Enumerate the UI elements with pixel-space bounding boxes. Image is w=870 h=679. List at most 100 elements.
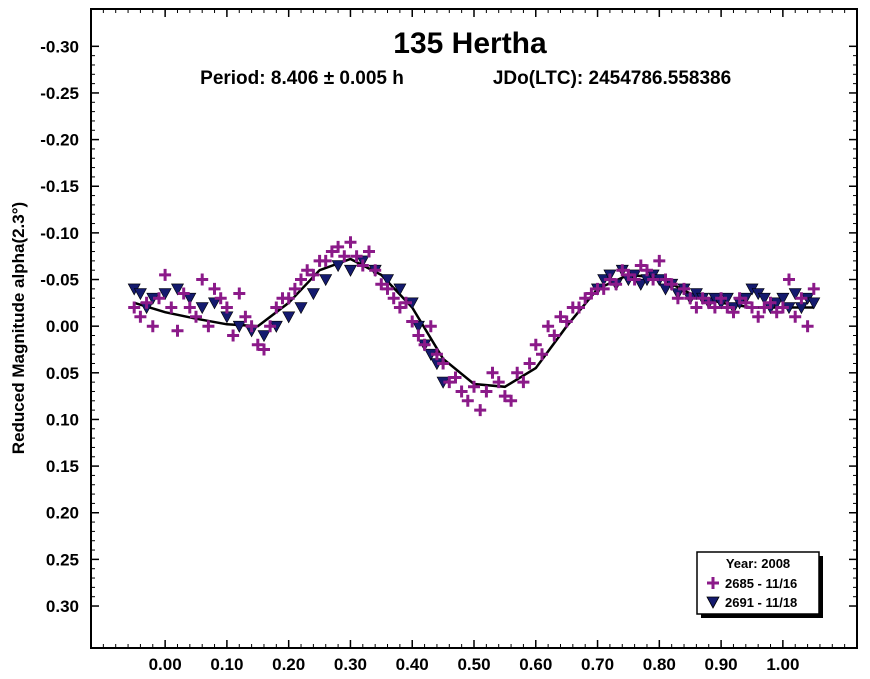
data-point-series-2 — [306, 288, 320, 301]
y-tick-label: 0.25 — [46, 550, 79, 569]
x-tick-label: 0.50 — [457, 655, 490, 674]
data-point-series-1 — [400, 296, 412, 309]
chart-title: 135 Hertha — [393, 27, 547, 60]
data-point-series-1 — [264, 320, 277, 333]
data-point-series-1 — [684, 292, 697, 305]
data-point-series-1 — [671, 292, 684, 305]
data-point-series-2 — [331, 260, 345, 273]
data-point-series-1 — [208, 282, 221, 295]
data-point-series-1 — [715, 292, 728, 305]
data-point-series-1 — [659, 273, 672, 286]
data-point-series-1 — [616, 264, 629, 277]
data-point-series-1 — [183, 301, 196, 314]
data-point-series-1 — [301, 264, 314, 277]
data-point-series-1 — [196, 273, 209, 286]
data-point-series-1 — [634, 259, 647, 272]
data-point-series-2 — [195, 302, 209, 315]
data-point-series-2 — [634, 278, 648, 291]
data-point-series-1 — [560, 315, 573, 328]
data-point-series-1 — [480, 385, 493, 398]
legend-label-series-2: 2691 - 11/18 — [725, 595, 797, 610]
data-point-series-1 — [412, 329, 425, 342]
data-point-series-1 — [338, 250, 351, 263]
data-point-series-1 — [795, 292, 808, 305]
data-point-series-1 — [406, 315, 419, 328]
x-tick-label: 0.40 — [396, 655, 429, 674]
data-point-series-1 — [770, 306, 783, 319]
data-point-series-1 — [573, 301, 585, 314]
data-point-series-1 — [128, 301, 141, 314]
data-point-series-1 — [585, 287, 598, 300]
y-tick-label: 0.20 — [46, 504, 79, 523]
y-tick-label: -0.20 — [40, 131, 79, 150]
data-point-series-1 — [727, 306, 740, 319]
data-point-series-1 — [424, 320, 437, 333]
data-point-series-1 — [387, 292, 400, 305]
data-point-series-1 — [239, 310, 252, 323]
data-point-series-1 — [733, 292, 746, 305]
data-point-series-1 — [492, 376, 505, 389]
data-point-series-1 — [430, 348, 443, 361]
data-point-series-1 — [529, 338, 542, 351]
data-point-series-1 — [739, 296, 752, 309]
data-point-series-1 — [307, 268, 320, 281]
data-point-series-1 — [511, 366, 524, 379]
data-point-series-1 — [344, 236, 357, 249]
data-point-series-2 — [294, 302, 308, 315]
data-point-series-1 — [548, 329, 561, 342]
data-point-series-1 — [486, 366, 499, 379]
y-tick-label: 0.05 — [46, 364, 79, 383]
data-point-series-1 — [356, 259, 369, 272]
data-point-series-1 — [220, 301, 233, 314]
data-point-series-1 — [789, 310, 802, 323]
data-point-series-1 — [190, 310, 202, 323]
data-point-series-2 — [183, 292, 197, 305]
data-point-series-1 — [375, 278, 388, 291]
data-point-series-1 — [153, 292, 165, 305]
legend-title: Year: 2008 — [726, 556, 790, 571]
data-point-series-2 — [319, 274, 333, 287]
data-point-series-1 — [418, 338, 431, 351]
data-point-series-1 — [258, 343, 270, 356]
data-point-series-1 — [597, 282, 610, 295]
data-points-layer — [127, 236, 821, 417]
data-point-series-1 — [647, 273, 660, 286]
data-point-series-1 — [282, 292, 295, 305]
x-tick-label: 0.00 — [149, 655, 182, 674]
data-point-series-1 — [245, 320, 258, 333]
data-point-series-1 — [603, 273, 616, 286]
data-point-series-1 — [233, 287, 246, 300]
chart-subtitle-period: Period: 8.406 ± 0.005 h — [200, 68, 404, 89]
data-point-series-1 — [721, 301, 734, 314]
data-point-series-1 — [641, 264, 653, 277]
data-point-series-1 — [542, 320, 555, 333]
data-point-series-2 — [207, 297, 222, 310]
data-point-series-1 — [468, 380, 480, 393]
data-point-series-1 — [325, 245, 338, 258]
data-point-series-1 — [678, 282, 690, 295]
data-point-series-2 — [393, 283, 407, 296]
data-point-series-2 — [282, 311, 296, 324]
y-tick-label: 0.00 — [46, 317, 79, 336]
data-point-series-1 — [696, 292, 709, 305]
data-point-series-1 — [214, 292, 227, 305]
data-point-series-1 — [134, 310, 147, 323]
data-point-series-1 — [523, 357, 536, 370]
data-point-series-1 — [363, 245, 375, 258]
y-tick-label: 0.15 — [46, 457, 79, 476]
x-tick-label: 0.80 — [643, 655, 676, 674]
data-point-series-1 — [350, 250, 363, 263]
y-tick-label: 0.10 — [46, 410, 79, 429]
data-point-series-2 — [788, 288, 802, 301]
y-tick-label: -0.05 — [40, 271, 79, 290]
data-point-series-1 — [807, 282, 820, 295]
data-point-series-1 — [498, 390, 511, 403]
data-point-series-2 — [807, 297, 821, 310]
data-point-series-1 — [140, 296, 153, 309]
data-point-series-1 — [461, 394, 474, 407]
data-point-series-1 — [690, 301, 703, 314]
x-tick-label: 0.70 — [581, 655, 614, 674]
data-point-series-1 — [653, 254, 666, 267]
data-point-series-1 — [505, 394, 518, 407]
